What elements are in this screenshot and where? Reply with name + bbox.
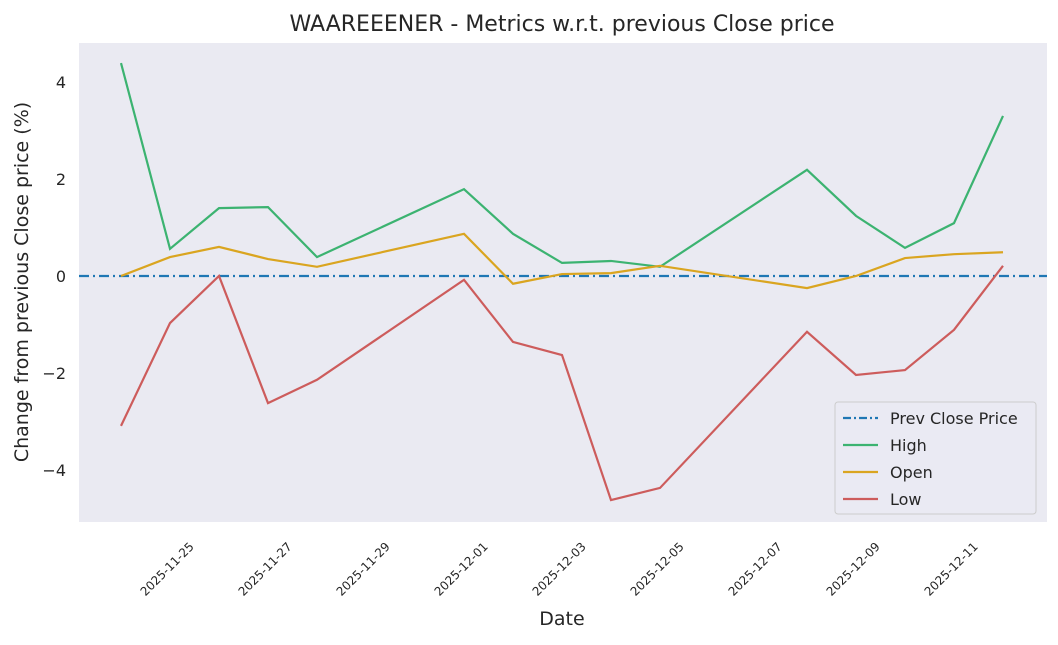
x-tick-label: 2025-12-09 [824, 540, 883, 599]
series-line-high [119, 62, 1005, 268]
y-axis-label: Change from previous Close price (%) [11, 102, 33, 462]
x-tick-label: 2025-12-11 [922, 540, 981, 599]
y-tick-label: −2 [42, 364, 66, 383]
y-tick-label: 4 [56, 73, 66, 92]
series-line-open [120, 232, 1004, 290]
legend-label: Prev Close Price [890, 409, 1018, 428]
x-tick-label: 2025-12-07 [726, 540, 785, 599]
series-line-low [120, 265, 1004, 502]
y-tick-label: 2 [56, 170, 66, 189]
x-tick-label: 2025-11-29 [334, 540, 393, 599]
x-tick-label: 2025-12-05 [628, 540, 687, 599]
x-tick-label: 2025-12-03 [530, 540, 589, 599]
x-tick-label: 2025-12-01 [432, 540, 491, 599]
legend: Prev Close Price High Open Low [834, 401, 1037, 515]
x-axis-label: Date [539, 608, 584, 630]
y-tick-label: 0 [56, 267, 66, 286]
chart-title: WAAREEENER - Metrics w.r.t. previous Clo… [290, 12, 835, 37]
legend-label: Open [890, 463, 933, 482]
x-tick-label: 2025-11-27 [236, 540, 295, 599]
x-tick-label: 2025-11-25 [138, 540, 197, 599]
y-tick-label: −4 [42, 461, 66, 480]
legend-label: Low [890, 490, 922, 509]
legend-label: High [890, 436, 927, 455]
